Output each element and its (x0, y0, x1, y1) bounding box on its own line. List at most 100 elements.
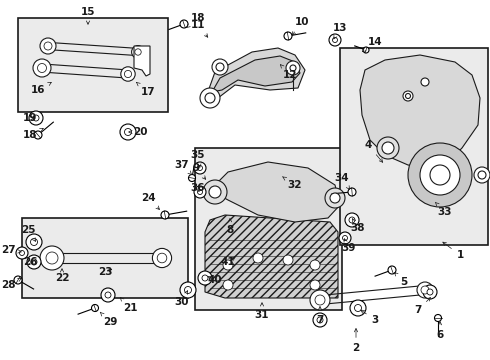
Bar (340, 48, 488, 245)
Circle shape (194, 186, 206, 198)
Circle shape (202, 275, 208, 281)
Circle shape (31, 259, 37, 265)
Circle shape (223, 260, 233, 270)
Text: 24: 24 (141, 193, 159, 210)
Bar (18, 18, 168, 112)
Circle shape (223, 280, 233, 290)
Circle shape (427, 289, 433, 295)
Circle shape (283, 255, 293, 265)
Text: 27: 27 (0, 245, 21, 255)
Circle shape (33, 59, 51, 77)
Circle shape (403, 91, 413, 101)
Text: 2: 2 (352, 329, 360, 353)
Text: 14: 14 (363, 37, 382, 51)
Circle shape (135, 49, 141, 55)
Text: 28: 28 (1, 278, 21, 290)
Circle shape (40, 246, 64, 270)
Text: 22: 22 (55, 269, 69, 283)
Circle shape (388, 266, 396, 274)
Text: 29: 29 (100, 312, 117, 327)
Text: 10: 10 (292, 17, 309, 35)
Circle shape (286, 61, 300, 75)
Circle shape (377, 137, 399, 159)
Circle shape (180, 20, 188, 28)
Circle shape (310, 280, 320, 290)
Circle shape (420, 155, 460, 195)
Text: 25: 25 (21, 225, 36, 241)
Circle shape (343, 235, 347, 240)
Text: 20: 20 (129, 127, 147, 137)
Text: 35: 35 (191, 150, 205, 167)
Circle shape (120, 124, 136, 140)
Circle shape (349, 217, 355, 223)
Polygon shape (134, 46, 150, 76)
Circle shape (330, 193, 340, 203)
Circle shape (205, 93, 215, 103)
Polygon shape (210, 162, 340, 222)
Text: 26: 26 (23, 257, 37, 267)
Text: 37: 37 (175, 160, 192, 175)
Circle shape (348, 188, 356, 196)
Circle shape (216, 63, 224, 71)
Circle shape (435, 315, 441, 321)
Text: 7: 7 (317, 307, 324, 325)
Circle shape (27, 255, 41, 269)
Circle shape (354, 305, 362, 311)
Circle shape (189, 175, 196, 181)
Text: 19: 19 (23, 113, 37, 123)
Circle shape (44, 42, 52, 50)
Polygon shape (205, 215, 338, 298)
Text: 23: 23 (98, 267, 112, 277)
Circle shape (406, 94, 411, 99)
Text: 30: 30 (175, 291, 189, 307)
Circle shape (132, 46, 145, 58)
Circle shape (20, 251, 25, 256)
Polygon shape (205, 48, 305, 100)
Circle shape (92, 305, 98, 311)
Circle shape (310, 290, 330, 310)
Circle shape (121, 67, 135, 81)
Circle shape (421, 78, 429, 86)
Circle shape (38, 63, 47, 72)
Circle shape (350, 300, 366, 316)
Circle shape (101, 288, 115, 302)
Circle shape (194, 162, 206, 174)
Circle shape (345, 213, 359, 227)
Circle shape (161, 211, 169, 219)
Circle shape (124, 71, 132, 78)
Text: 40: 40 (208, 275, 222, 285)
Circle shape (253, 253, 263, 263)
Circle shape (474, 167, 490, 183)
Text: 13: 13 (333, 23, 347, 39)
Text: 21: 21 (121, 298, 137, 313)
Text: 36: 36 (191, 183, 205, 193)
Text: 4: 4 (364, 140, 383, 162)
Text: 34: 34 (335, 173, 349, 189)
Text: 41: 41 (220, 257, 235, 267)
Bar (22, 218, 188, 298)
Text: 39: 39 (341, 239, 355, 253)
Text: 1: 1 (443, 242, 464, 260)
Circle shape (46, 252, 58, 264)
Circle shape (417, 282, 433, 298)
Circle shape (26, 234, 42, 250)
Circle shape (200, 88, 220, 108)
Circle shape (423, 285, 437, 299)
Text: 18: 18 (23, 129, 43, 140)
Circle shape (33, 115, 39, 121)
Text: 6: 6 (437, 321, 443, 340)
Text: 9: 9 (193, 163, 206, 179)
Circle shape (212, 59, 228, 75)
Circle shape (105, 292, 111, 298)
Circle shape (29, 111, 43, 125)
Circle shape (421, 286, 429, 294)
Circle shape (14, 276, 22, 284)
Circle shape (325, 188, 345, 208)
Circle shape (329, 34, 341, 46)
Bar (195, 148, 342, 310)
Text: 38: 38 (351, 219, 365, 233)
Circle shape (198, 271, 212, 285)
Text: 5: 5 (394, 273, 408, 287)
Circle shape (363, 47, 369, 53)
Circle shape (408, 143, 472, 207)
